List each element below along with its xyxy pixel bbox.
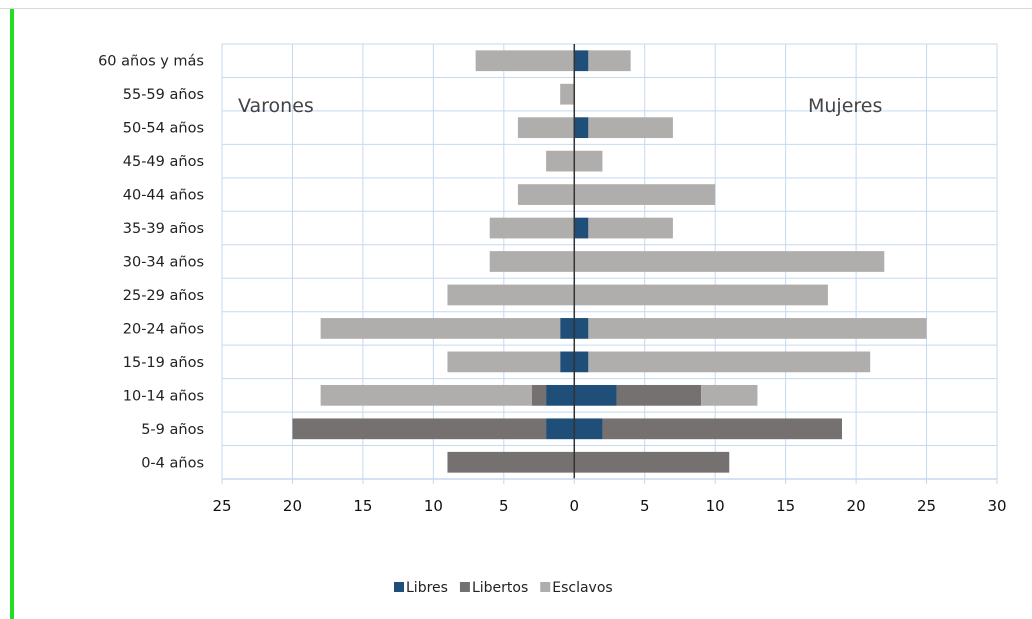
legend-swatch-libertos bbox=[459, 582, 470, 592]
x-tick-label-3: 10 bbox=[424, 497, 443, 515]
legend-label-libertos: Libertos bbox=[472, 580, 528, 596]
bar-esclavos-mujeres-8 bbox=[588, 318, 927, 339]
x-tick-labels: 25 20 15 10 5 0 5 10 15 20 25 30 bbox=[212, 497, 1006, 515]
bar-esclavos-varones-2 bbox=[517, 117, 575, 139]
bar-esclavos-mujeres-7 bbox=[574, 284, 828, 306]
category-label-7: 25-29 años bbox=[123, 288, 204, 304]
bar-libertos-varones-11 bbox=[292, 418, 547, 440]
bar-libres-mujeres-8 bbox=[574, 318, 589, 339]
bar-esclavos-mujeres-10 bbox=[701, 384, 758, 406]
bar-libertos-mujeres-10 bbox=[616, 384, 702, 406]
bar-esclavos-varones-1 bbox=[560, 83, 575, 105]
bar-libres-mujeres-10 bbox=[574, 384, 617, 406]
x-tick-label-9: 20 bbox=[847, 497, 866, 515]
category-label-10: 10-14 años bbox=[123, 388, 204, 404]
category-label-0: 60 años y más bbox=[98, 54, 204, 70]
x-tick-label-10: 25 bbox=[917, 497, 936, 515]
legend-swatch-esclavos bbox=[540, 582, 551, 592]
legend-label-libres: Libres bbox=[406, 580, 448, 596]
x-tick-label-6: 5 bbox=[640, 497, 650, 515]
bar-libertos-varones-12 bbox=[447, 451, 575, 473]
bar-libres-varones-11 bbox=[546, 418, 575, 440]
accent-bar bbox=[10, 9, 14, 619]
bar-esclavos-varones-3 bbox=[546, 150, 575, 172]
x-tick-label-11: 30 bbox=[987, 497, 1006, 515]
x-tick-label-1: 20 bbox=[283, 497, 302, 515]
bar-libres-mujeres-5 bbox=[574, 217, 589, 239]
legend: Libres Libertos Esclavos bbox=[394, 580, 613, 596]
bar-libres-mujeres-2 bbox=[574, 117, 589, 139]
bar-libertos-varones-10 bbox=[532, 384, 547, 406]
bar-libres-varones-9 bbox=[560, 351, 575, 373]
x-tick-label-7: 10 bbox=[706, 497, 725, 515]
bar-libres-mujeres-9 bbox=[574, 351, 589, 373]
bar-esclavos-mujeres-9 bbox=[588, 351, 871, 373]
bar-esclavos-varones-7 bbox=[447, 284, 575, 306]
x-tick-label-2: 15 bbox=[353, 497, 372, 515]
bar-esclavos-mujeres-2 bbox=[588, 117, 673, 139]
bar-libres-mujeres-11 bbox=[574, 418, 603, 440]
bar-esclavos-varones-5 bbox=[489, 217, 575, 239]
category-label-1: 55-59 años bbox=[123, 87, 204, 103]
category-label-2: 50-54 años bbox=[123, 121, 204, 137]
legend-swatch-libres bbox=[394, 582, 404, 592]
category-label-4: 40-44 años bbox=[123, 188, 204, 204]
bar-esclavos-varones-0 bbox=[475, 50, 575, 72]
zero-axis bbox=[221, 44, 998, 484]
category-label-5: 35-39 años bbox=[123, 221, 204, 237]
bar-esclavos-mujeres-4 bbox=[574, 184, 716, 205]
category-label-3: 45-49 años bbox=[123, 154, 204, 170]
bar-libres-mujeres-0 bbox=[574, 50, 589, 72]
bar-esclavos-mujeres-0 bbox=[588, 50, 631, 72]
category-labels: 60 años y más 55-59 años 50-54 años 45-49 a… bbox=[98, 54, 204, 472]
bar-esclavos-varones-10 bbox=[320, 384, 532, 406]
x-tick-label-5: 0 bbox=[569, 497, 579, 515]
bar-libres-varones-8 bbox=[560, 318, 575, 339]
bar-esclavos-varones-9 bbox=[447, 351, 561, 373]
category-label-12: 0-4 años bbox=[141, 455, 204, 471]
x-tick-label-8: 15 bbox=[776, 497, 795, 515]
category-label-8: 20-24 años bbox=[123, 321, 204, 337]
x-tick-label-4: 5 bbox=[499, 497, 509, 515]
bars bbox=[292, 50, 927, 473]
x-tick-label-0: 25 bbox=[212, 497, 231, 515]
bar-esclavos-varones-6 bbox=[489, 251, 575, 272]
bar-esclavos-varones-8 bbox=[320, 318, 561, 339]
bar-libertos-mujeres-11 bbox=[602, 418, 842, 440]
top-border bbox=[0, 8, 1032, 9]
bar-esclavos-varones-4 bbox=[517, 184, 575, 205]
bar-esclavos-mujeres-5 bbox=[588, 217, 673, 239]
category-label-6: 30-34 años bbox=[123, 255, 204, 271]
bar-esclavos-mujeres-6 bbox=[574, 251, 885, 272]
category-label-9: 15-19 años bbox=[123, 355, 204, 371]
bar-libres-varones-10 bbox=[546, 384, 575, 406]
varones-label: Varones bbox=[238, 95, 314, 117]
category-label-11: 5-9 años bbox=[141, 422, 204, 438]
legend-label-esclavos: Esclavos bbox=[552, 580, 612, 596]
mujeres-label: Mujeres bbox=[808, 95, 882, 117]
bar-esclavos-mujeres-3 bbox=[574, 150, 603, 172]
bar-libertos-mujeres-12 bbox=[574, 451, 730, 473]
